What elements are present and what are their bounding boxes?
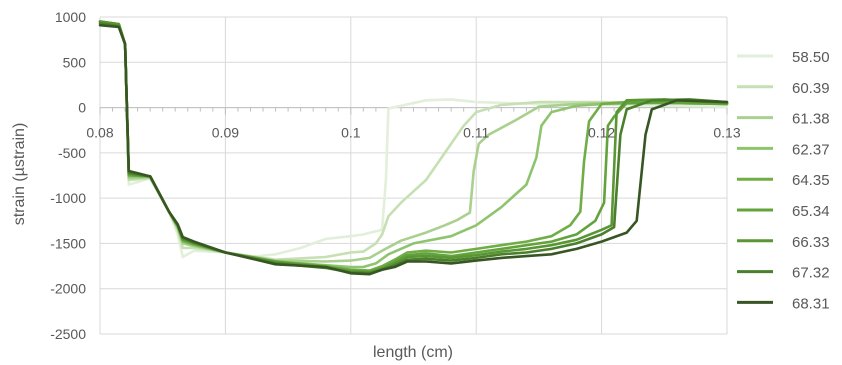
legend-label: 66.33 (792, 234, 830, 251)
y-tick-label: -1000 (50, 190, 86, 206)
legend-label: 68.31 (792, 295, 830, 312)
y-tick-label: -2500 (50, 326, 86, 342)
x-tick-label: 0.09 (212, 125, 239, 141)
x-tick-label: 0.11 (463, 125, 489, 141)
x-tick-label: 0.08 (86, 125, 113, 141)
x-tick-label: 0.12 (588, 125, 615, 141)
legend-label: 58.50 (792, 49, 830, 66)
legend-label: 67.32 (792, 265, 830, 282)
y-tick-label: -2000 (50, 281, 86, 297)
legend-label: 62.37 (792, 141, 830, 158)
x-tick-label: 0.1 (341, 125, 361, 141)
legend-label: 64.35 (792, 172, 830, 189)
series-line-68.31 (98, 23, 729, 276)
y-tick-label: 500 (63, 54, 87, 70)
x-tick-label: 0.13 (713, 125, 740, 141)
y-tick-label: -1500 (50, 235, 86, 251)
legend: 58.50 60.39 61.38 62.37 64.35 65.34 66.33 67.32… (737, 49, 830, 312)
legend-label: 60.39 (792, 80, 830, 97)
x-axis-title: length (cm) (373, 344, 453, 361)
legend-label: 61.38 (792, 111, 830, 128)
legend-label: 65.34 (792, 203, 830, 220)
series-lines (98, 20, 729, 276)
y-tick-label: 1000 (55, 9, 86, 25)
y-tick-label: 0 (78, 100, 86, 116)
y-tick-label: -500 (58, 145, 86, 161)
y-axis-title: strain (µstrain) (11, 123, 28, 226)
tick-labels: 1000 500 0 -500 -1000 -1500 -2000 -2500 0.08 0.09… (50, 9, 741, 342)
